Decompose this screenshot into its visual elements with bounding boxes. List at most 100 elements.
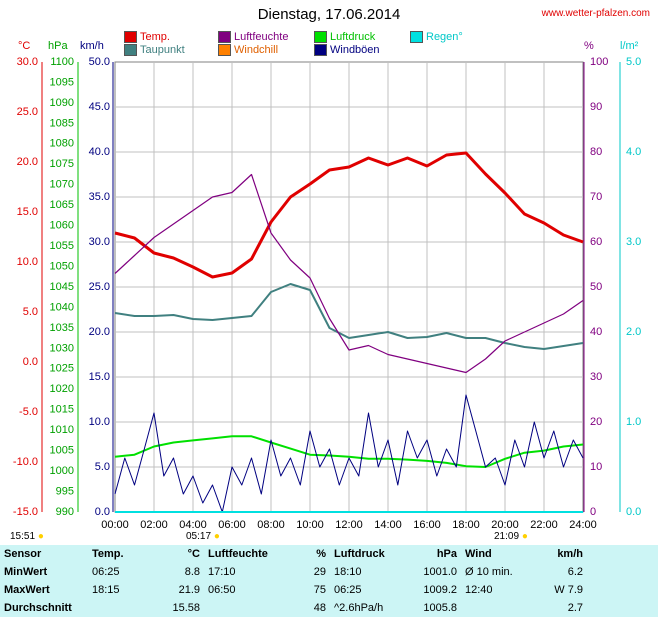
tick-label-pressure: 1090 [50,97,74,109]
stats-table: Sensor Temp. °C Luftfeuchte % Luftdruck … [0,545,658,617]
stats-cell: 17:10 [208,566,236,578]
tick-label-temp: -5.0 [19,406,38,418]
sun-time-left: 15:51 [10,531,36,542]
stats-cell: 75 [313,584,326,596]
tick-label-wind: 20.0 [89,326,110,338]
tick-label-humidity: 0 [590,506,596,518]
legend-label-temp: Temp. [140,31,170,43]
tick-label-pressure: 995 [56,485,74,497]
tick-label-pressure: 1010 [50,424,74,436]
sunset-icon: ● [521,531,528,542]
tick-label-time: 10:00 [296,519,324,531]
stats-header-hum: Luftfeuchte [208,548,268,560]
tick-label-temp: 10.0 [17,256,38,268]
tick-label-wind: 40.0 [89,146,110,158]
stats-header-wind-unit: km/h [557,548,583,560]
tick-label-rain: 0.0 [626,506,641,518]
stats-row-min: MinWert 06:25 8.8 17:10 29 18:10 1001.0 … [0,563,658,581]
tick-label-temp: -10.0 [13,456,38,468]
series-line-3 [114,435,584,468]
legend-label-rain: Regen° [426,31,463,43]
tick-label-humidity: 80 [590,146,602,158]
tick-label-pressure: 1050 [50,260,74,272]
tick-label-pressure: 1060 [50,220,74,232]
stats-header-row: Sensor Temp. °C Luftfeuchte % Luftdruck … [0,545,658,563]
legend-swatch-humidity [218,31,231,43]
tick-label-pressure: 1015 [50,404,74,416]
tick-label-rain: 4.0 [626,146,641,158]
unit-pressure: hPa [48,40,68,52]
legend-swatch-temp [124,31,137,43]
tick-label-humidity: 100 [590,56,608,68]
stats-header-temp: Temp. [92,548,124,560]
stats-header-hum-unit: % [316,548,326,560]
tick-label-temp: 5.0 [23,306,38,318]
legend-item-rain: Regen° [410,31,463,43]
sunrise-time: 05:17 [186,531,212,542]
tick-label-humidity: 40 [590,326,602,338]
stats-cell: 06:25 [92,566,120,578]
tick-label-pressure: 1055 [50,240,74,252]
legend-swatch-pressure [314,31,327,43]
tick-label-wind: 25.0 [89,281,110,293]
stats-cell [461,599,529,617]
stats-header-press: Luftdruck [334,548,385,560]
tick-label-time: 14:00 [374,519,402,531]
stats-cell [204,599,282,617]
series-line-0 [114,151,584,279]
stats-header-press-unit: hPa [436,548,457,560]
tick-label-time: 16:00 [413,519,441,531]
tick-label-pressure: 1000 [50,465,74,477]
unit-temp: °C [18,40,31,52]
stats-cell: 18:15 [92,584,120,596]
tick-label-pressure: 1025 [50,363,74,375]
tick-label-time: 04:00 [179,519,207,531]
tick-label-time: 22:00 [530,519,558,531]
tick-label-wind: 5.0 [95,461,110,473]
stats-row-label: MinWert [4,566,48,578]
legend-item-dewpoint: Taupunkt [124,44,185,56]
tick-label-pressure: 990 [56,506,74,518]
stats-row-max: MaxWert 18:15 21.9 06:50 75 06:25 1009.2… [0,581,658,599]
stats-cell: 2.7 [567,602,583,614]
tick-label-wind: 30.0 [89,236,110,248]
site-credit-link[interactable]: www.wetter-pfalzen.com [541,8,650,19]
tick-label-wind: 45.0 [89,101,110,113]
stats-cell: 29 [313,566,326,578]
chart-grid [114,61,584,513]
chart-title: Dienstag, 17.06.2014 [257,6,401,23]
tick-label-pressure: 1100 [50,56,74,68]
stats-row-label: Durchschnitt [4,602,72,614]
tick-label-humidity: 60 [590,236,602,248]
tick-label-time: 08:00 [257,519,285,531]
stats-cell: 1009.2 [423,584,457,596]
tick-label-pressure: 1085 [50,117,74,129]
tick-label-time: 18:00 [452,519,480,531]
tick-label-time: 12:00 [335,519,363,531]
tick-label-pressure: 1035 [50,322,74,334]
sun-marker-left: 15:51 ● [10,531,44,542]
tick-label-time: 24:00 [569,519,597,531]
tick-label-pressure: 1065 [50,199,74,211]
tick-label-temp: 15.0 [17,206,38,218]
legend-item-windchill: Windchill [218,44,278,56]
tick-label-pressure: 1045 [50,281,74,293]
tick-label-time: 06:00 [218,519,246,531]
stats-cell: 1005.8 [423,602,457,614]
chart-axes [41,62,621,512]
stats-cell: 1001.0 [423,566,457,578]
stats-cell: ^2.6hPa/h [334,602,384,614]
unit-rain: l/m² [620,40,639,52]
stats-header-wind: Wind [465,548,492,560]
weather-chart: 30.0 25.0 20.0 15.0 10.0 5.0 0.0 -5.0 -10.0 -15.0… [13,56,641,531]
legend-item-gusts: Windböen [314,44,380,56]
stats-cell: 21.9 [178,584,200,596]
stats-row-avg: Durchschnitt 15.58 48 ^2.6hPa/h 1005.8 2… [0,599,658,617]
tick-label-temp: 20.0 [17,156,38,168]
stats-cell: 6.2 [567,566,583,578]
legend-label-humidity: Luftfeuchte [234,31,289,43]
legend-swatch-windchill [218,44,231,56]
tick-label-time: 20:00 [491,519,519,531]
tick-label-wind: 10.0 [89,416,110,428]
stats-header-sensor: Sensor [4,548,42,560]
